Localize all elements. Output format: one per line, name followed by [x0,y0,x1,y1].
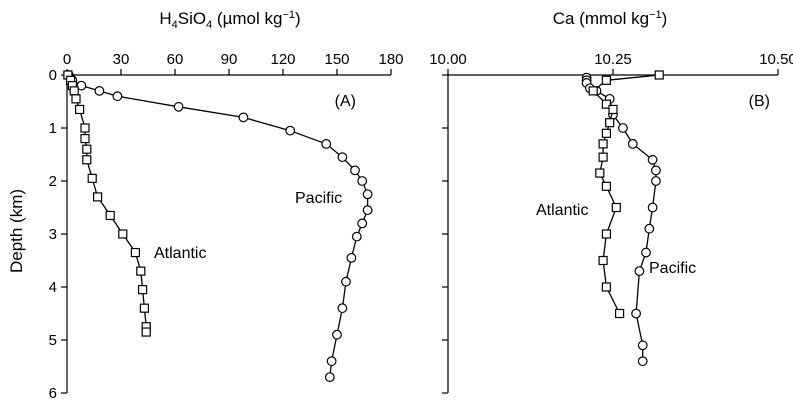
panel-b-atlantic-point-0 [654,70,664,80]
panel-b-x-tick-label-2: 10.50 [759,51,793,68]
panel-a-pacific-point-5 [173,101,184,112]
panel-a-pacific-point-15 [351,231,362,242]
panel-b-title: Ca (mmol kg−1) [553,9,668,28]
panel-b-atlantic-label: Atlantic [536,202,588,219]
panel-a-atlantic-point-6 [80,123,90,133]
panel-a-atlantic-point-9 [82,155,92,165]
panel-b-atlantic-point-1 [601,75,612,85]
panel-a-pacific-point-4 [112,91,123,102]
panel-b-pacific-point-12 [647,202,658,213]
panel-a-atlantic-point-5 [74,104,85,115]
panel-a-y-tick-label-3: 3 [49,226,57,243]
panel-b-atlantic-point-13 [598,255,608,266]
panel-a-atlantic-point-15 [136,266,146,276]
panel-a-y-tick-label-5: 5 [49,332,57,349]
panel-b-label: (B) [749,93,770,110]
panel-a-pacific-point-20 [326,356,337,367]
panel-a-pacific-point-9 [337,152,348,163]
panel-a-pacific-point-10 [350,165,360,176]
panel-a-atlantic-point-4 [71,94,81,104]
panel-b-pacific-point-15 [634,266,645,277]
panel-a-atlantic-point-19 [141,327,151,337]
panel-a-atlantic-point-10 [87,173,97,183]
panel-a-pacific-point-12 [362,189,373,200]
panel-a-pacific-label: Pacific [295,190,342,207]
panel-a-pacific-point-16 [346,252,357,263]
panel-a-y-tick-label-6: 6 [49,385,57,402]
panel-a-atlantic-point-12 [105,210,115,221]
panel-a-pacific-point-21 [324,372,335,383]
panel-b-pacific-point-18 [637,356,648,367]
panel-a-atlantic-point-11 [92,192,103,202]
panel-a-pacific-point-8 [321,138,332,149]
panel-b-pacific-point-9 [647,154,658,165]
panel-a-x-tick-label-1: 30 [113,51,130,68]
panel-b-x-tick-label-0: 10.00 [429,51,467,68]
panel-a-label: (A) [335,93,356,110]
panel-b-pacific-point-16 [631,308,641,319]
panel-a-x-tick-label-5: 150 [324,51,349,68]
panel-b-atlantic-point-9 [595,168,605,178]
panel-b-atlantic-point-10 [601,181,612,191]
panel-a-y-tick-label-4: 4 [49,279,57,296]
panel-b-atlantic-point-8 [598,152,608,162]
panel-a-pacific-line [68,74,369,378]
panel-b-pacific-point-8 [627,138,638,149]
panel-b-atlantic-point-3 [601,99,612,109]
panel-b-atlantic-point-14 [601,282,612,292]
panel-b-atlantic-point-5 [605,118,615,128]
panel-a-y-tick-label-0: 0 [49,67,57,84]
panel-a-atlantic-point-14 [130,247,140,258]
panel-b-atlantic-point-15 [614,308,625,319]
panel-b-pacific-point-11 [651,176,661,186]
panel-a-atlantic-point-16 [138,285,148,295]
panel-b-pacific-point-14 [641,247,651,258]
panel-a-x-tick-label-3: 90 [221,51,238,68]
panel-a-y-tick-label-1: 1 [49,120,57,137]
panel-a-x-tick-label-4: 120 [270,51,295,68]
panel-a-y-tick-label-2: 2 [49,173,57,190]
panel-a-atlantic-point-13 [118,229,128,239]
panel-b-atlantic-point-6 [601,128,612,138]
panel-b-pacific-point-7 [618,123,628,133]
panel-b-atlantic-line [592,74,660,314]
panel-a-atlantic-point-8 [82,144,92,154]
panel-a-pacific-point-7 [285,125,296,136]
panel-b-pacific-point-17 [637,340,648,351]
panel-b-pacific-line [585,77,657,362]
panel-a-atlantic-point-7 [80,134,90,144]
panel-a-x-tick-label-2: 60 [167,51,184,68]
panel-b-pacific-point-10 [651,165,661,176]
panel-a-series [63,70,373,383]
panel-a-pacific-point-2 [76,80,87,91]
panel-a-pacific-point-3 [94,85,105,96]
panel-b-atlantic-point-11 [611,202,621,213]
panel-b-x-tick-label-1: 10.25 [594,51,632,68]
panel-b-atlantic-point-7 [598,139,608,149]
panel-a-pacific-point-19 [332,329,342,340]
y-axis-label: Depth (km) [7,189,26,273]
panel-a-x-tick-label-6: 180 [378,51,403,68]
panel-b-series [581,70,664,367]
panel-b-atlantic-point-4 [608,104,618,115]
panel-b-pacific-point-13 [644,223,655,234]
panel-a-pacific-point-6 [238,112,249,123]
panel-a-atlantic-point-17 [139,303,149,313]
panel-a-pacific-point-18 [337,303,348,314]
panel-b-atlantic-point-12 [601,229,612,239]
panel-a-pacific-point-11 [357,176,368,186]
panel-b-atlantic-point-2 [588,86,598,96]
panel-a-pacific-point-13 [362,205,373,216]
panel-a-atlantic-point-3 [69,86,79,96]
panel-a-title: H4SiO4 (µmol kg−1) [159,9,300,31]
panel-b-pacific-label: Pacific [649,260,696,277]
panel-b-axes: 10.00 10.25 10.50 [429,51,793,394]
panel-a-pacific-point-14 [357,218,368,229]
panel-a-atlantic-label: Atlantic [154,245,206,262]
panel-a-axes: 0 30 60 90 120 150 180 0 1 2 3 4 5 6 [49,51,404,402]
panel-a-pacific-point-17 [341,276,351,287]
panel-a-x-tick-label-0: 0 [63,51,71,68]
